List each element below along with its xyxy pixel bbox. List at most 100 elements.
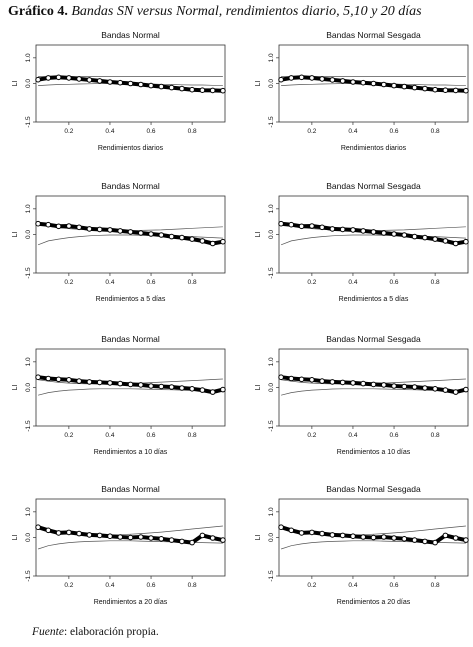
- data-point: [55, 376, 62, 383]
- data-point: [148, 82, 154, 89]
- data-point: [158, 536, 165, 542]
- data-point: [319, 76, 325, 82]
- figure-label: Gráfico 4.: [8, 4, 68, 19]
- data-point: [442, 387, 449, 393]
- data-point: [339, 226, 346, 233]
- data-point: [209, 389, 216, 395]
- x-tick-label: 0.4: [105, 128, 114, 135]
- x-tick-label: 0.2: [64, 582, 73, 589]
- data-point: [432, 86, 438, 93]
- data-point: [463, 537, 469, 543]
- x-tick-label: 0.2: [307, 128, 316, 135]
- data-point: [220, 87, 226, 94]
- x-tick-label: 0.4: [348, 279, 357, 286]
- data-point: [220, 537, 226, 543]
- figure-title: Gráfico 4. Bandas SN versus Normal, rend…: [8, 4, 468, 20]
- data-point: [411, 233, 418, 240]
- data-point: [148, 383, 154, 389]
- data-point: [309, 529, 315, 536]
- chart-title: Bandas Normal: [101, 30, 160, 40]
- x-axis-label: Rendimientos a 20 días: [337, 599, 411, 606]
- data-point: [442, 238, 449, 244]
- chart-panel: Bandas Normal Sesgada 0.2 0.4 0.6 0.8 1.0 0.0 -…: [255, 334, 469, 456]
- data-point: [463, 386, 469, 393]
- data-point: [329, 77, 336, 83]
- data-point: [381, 534, 387, 540]
- data-point: [86, 379, 93, 385]
- data-point: [138, 81, 144, 88]
- data-point: [381, 382, 387, 388]
- data-point: [86, 532, 93, 538]
- figure-title-text: Bandas SN versus Normal, rendimientos di…: [71, 4, 422, 19]
- data-point: [319, 530, 325, 537]
- y-tick-label: 1.0: [268, 204, 275, 213]
- data-point: [45, 221, 52, 228]
- data-point: [138, 382, 144, 388]
- chart-panel: Bandas Normal Sesgada 0.2 0.4 0.6 0.8 1.0 0.0 -…: [255, 181, 469, 303]
- data-point: [278, 76, 284, 83]
- data-point: [339, 78, 346, 84]
- x-tick-label: 0.4: [348, 128, 357, 135]
- data-point: [350, 79, 356, 85]
- y-axis-label: LI: [255, 535, 262, 541]
- x-axis-label: Rendimientos a 10 días: [94, 449, 168, 456]
- y-tick-label: -1.5: [25, 116, 32, 128]
- data-point: [422, 234, 428, 241]
- y-tick-label: 1.0: [25, 357, 32, 366]
- data-point: [96, 226, 103, 233]
- data-point: [381, 81, 387, 88]
- chart-panel: Bandas Normal Sesgada 0.2 0.4 0.6 0.8 1.0 0.0 -…: [255, 484, 469, 606]
- y-tick-label: -1.5: [268, 267, 275, 279]
- x-axis-label: Rendimientos a 20 días: [94, 599, 168, 606]
- y-tick-label: 0.0: [268, 383, 275, 392]
- data-point: [288, 375, 295, 382]
- data-point: [401, 536, 408, 542]
- y-tick-label: 0.0: [268, 533, 275, 542]
- data-point: [117, 228, 123, 234]
- data-point: [179, 385, 185, 391]
- chart-panel: Bandas Normal Sesgada 0.2 0.4 0.6 0.8 1.0 0.0 -…: [255, 30, 469, 152]
- data-point: [158, 232, 165, 238]
- data-point: [96, 532, 103, 539]
- data-point: [66, 529, 72, 536]
- data-point: [117, 534, 123, 540]
- chart-title: Bandas Normal: [101, 334, 160, 344]
- chart-panel: Bandas Normal 0.2 0.4 0.6 0.8 1.0 0.0 -1.5 Rendi…: [12, 484, 226, 606]
- data-point: [138, 230, 144, 236]
- data-point: [199, 387, 206, 393]
- x-axis-label: Rendimientos diarios: [98, 145, 164, 152]
- data-point: [381, 230, 387, 236]
- data-point: [360, 79, 367, 86]
- x-tick-label: 0.8: [431, 128, 440, 135]
- data-point: [411, 84, 418, 91]
- x-tick-label: 0.8: [431, 432, 440, 439]
- data-point: [35, 220, 41, 227]
- data-point: [442, 532, 449, 539]
- y-tick-label: 0.0: [25, 230, 32, 239]
- data-point: [148, 231, 154, 237]
- data-point: [339, 379, 346, 386]
- data-point: [298, 376, 305, 383]
- data-point: [127, 381, 134, 388]
- chart-panel: Bandas Normal 0.2 0.4 0.6 0.8 1.0 0.0 -1.5 Rendi…: [12, 30, 226, 152]
- data-point: [107, 533, 113, 540]
- x-tick-label: 0.6: [390, 432, 399, 439]
- data-point: [199, 238, 206, 244]
- data-point: [138, 534, 144, 540]
- data-point: [66, 75, 72, 81]
- chart-title: Bandas Normal Sesgada: [326, 30, 421, 40]
- data-point: [179, 85, 185, 92]
- y-tick-label: -1.5: [25, 570, 32, 582]
- y-tick-label: 1.0: [268, 53, 275, 62]
- data-point: [370, 229, 377, 235]
- data-point: [339, 532, 346, 539]
- data-point: [401, 232, 408, 238]
- x-tick-label: 0.8: [188, 582, 197, 589]
- data-point: [35, 524, 41, 531]
- chart-title: Bandas Normal Sesgada: [326, 334, 421, 344]
- data-point: [209, 535, 216, 541]
- data-point: [76, 378, 82, 384]
- data-point: [298, 530, 305, 536]
- x-tick-label: 0.2: [64, 128, 73, 135]
- y-axis-label: LI: [12, 385, 19, 391]
